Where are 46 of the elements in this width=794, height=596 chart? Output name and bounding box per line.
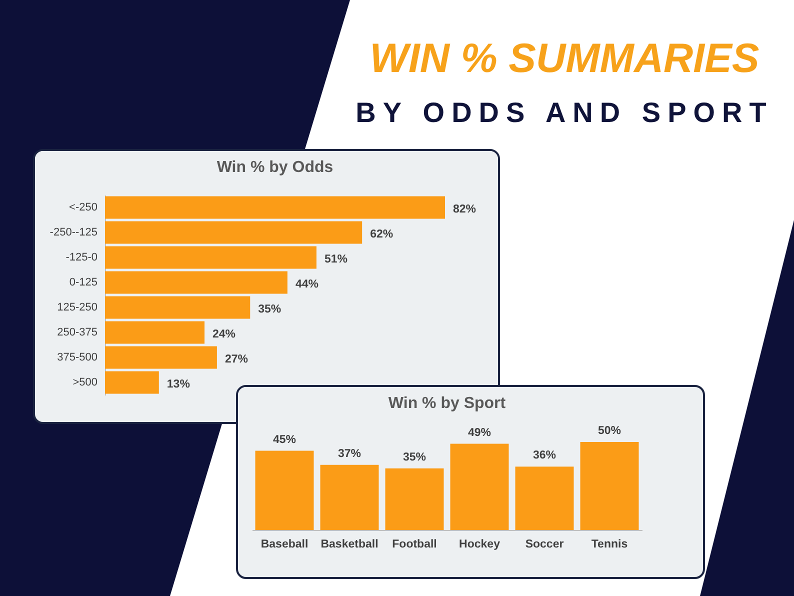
data-label: 35% [402, 451, 426, 464]
bar [105, 271, 288, 294]
data-label: 27% [224, 354, 248, 366]
x-tick-label: Football [392, 538, 437, 550]
bar [105, 221, 362, 244]
bar [385, 468, 444, 530]
text: BY ODDS AND SPORT [354, 96, 774, 130]
y-tick-label: 375-500 [57, 352, 98, 364]
y-tick-label: <-250 [69, 202, 98, 214]
x-tick-label: Basketball [320, 538, 378, 550]
chart-title: Win % by Odds [216, 159, 334, 176]
bar [105, 371, 159, 394]
data-label: 49% [468, 426, 492, 439]
bar [320, 464, 379, 530]
bar [580, 442, 639, 530]
text: WIN % SUMMARIES [368, 34, 760, 83]
data-label: 50% [598, 425, 622, 437]
data-label: 13% [166, 378, 190, 390]
data-label: 82% [453, 204, 476, 216]
data-label: 37% [338, 448, 362, 460]
x-tick-label: Hockey [459, 538, 501, 550]
data-label: 24% [212, 328, 236, 340]
bar [105, 246, 316, 269]
chart-title: Win % by Sport [388, 395, 506, 412]
y-tick-label: -125-0 [66, 252, 98, 264]
bar [105, 196, 445, 219]
bar [105, 296, 250, 319]
data-label: 35% [258, 304, 282, 316]
y-tick-label: >500 [72, 376, 98, 388]
y-tick-label: 125-250 [57, 302, 98, 314]
data-label: 62% [370, 228, 394, 240]
data-label: 45% [272, 434, 296, 446]
y-tick-label: 250-375 [57, 326, 98, 338]
y-tick-label: 0-125 [69, 276, 98, 288]
data-label: 44% [295, 278, 318, 290]
x-tick-label: Baseball [260, 538, 308, 550]
y-tick-label: -250--125 [50, 226, 98, 238]
bar [255, 450, 314, 530]
x-tick-label: Tennis [591, 538, 628, 550]
bar [105, 321, 205, 344]
data-label: 51% [324, 254, 348, 266]
data-label: 36% [532, 450, 556, 462]
bar [515, 466, 574, 530]
bar [105, 346, 217, 369]
bar [450, 444, 509, 530]
x-tick-label: Soccer [525, 538, 564, 550]
